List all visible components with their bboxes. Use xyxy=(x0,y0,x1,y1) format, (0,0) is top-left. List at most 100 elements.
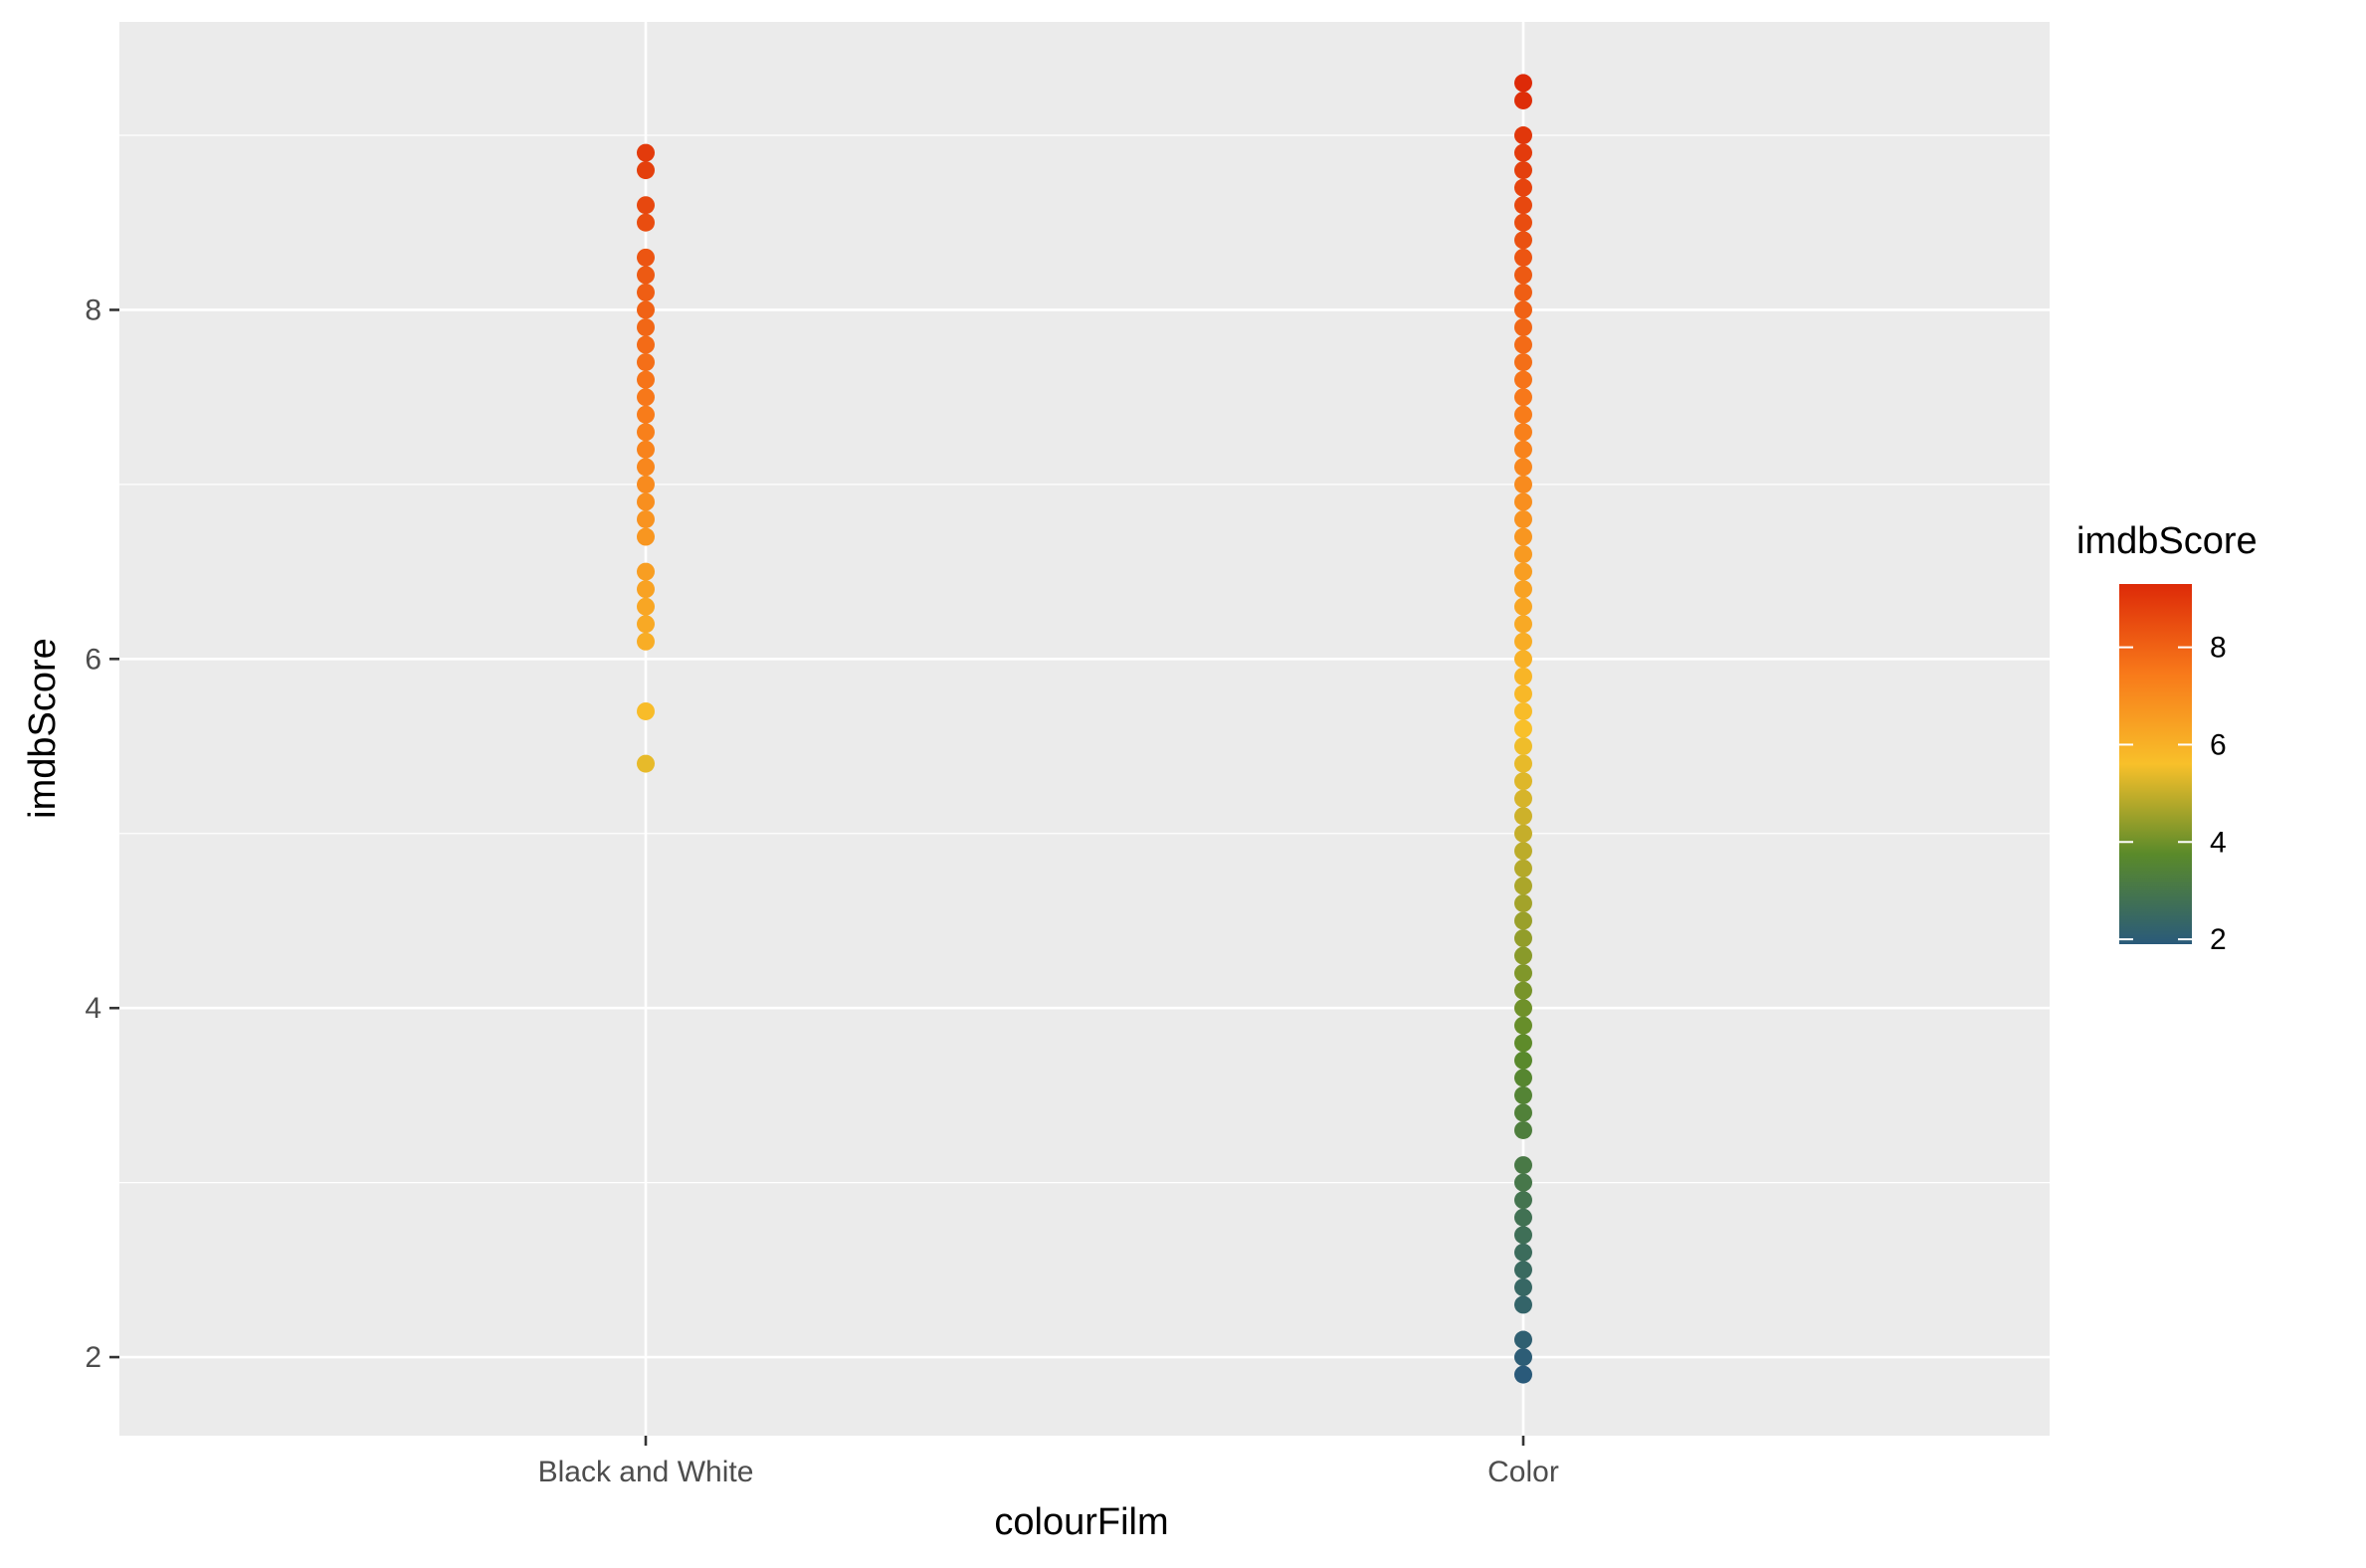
data-point xyxy=(1514,1016,1532,1035)
data-point xyxy=(1514,1103,1532,1122)
data-point xyxy=(1514,597,1532,616)
data-point xyxy=(637,370,655,389)
data-point xyxy=(1514,842,1532,861)
data-point xyxy=(637,405,655,424)
data-point xyxy=(1514,580,1532,599)
data-point xyxy=(1514,1156,1532,1175)
data-point xyxy=(637,580,655,599)
data-point xyxy=(1514,929,1532,948)
data-point xyxy=(1514,527,1532,546)
data-point xyxy=(1514,231,1532,250)
data-point xyxy=(637,492,655,511)
data-point xyxy=(637,335,655,354)
data-point xyxy=(1514,650,1532,669)
y-tick-label: 6 xyxy=(85,643,101,676)
data-point xyxy=(1514,423,1532,442)
data-point xyxy=(637,196,655,215)
data-point xyxy=(637,161,655,180)
data-point xyxy=(1514,353,1532,372)
plot-panel xyxy=(119,22,2050,1436)
data-point xyxy=(1514,1034,1532,1053)
data-point xyxy=(1514,458,1532,477)
x-tick-label: Black and White xyxy=(538,1456,754,1488)
data-point xyxy=(1514,1069,1532,1087)
data-point xyxy=(1514,1277,1532,1296)
data-point xyxy=(1514,1208,1532,1227)
data-point xyxy=(1514,1243,1532,1262)
data-point xyxy=(1514,388,1532,407)
data-point xyxy=(1514,196,1532,215)
data-point xyxy=(1514,405,1532,424)
data-point xyxy=(1514,772,1532,791)
y-tick-label: 2 xyxy=(85,1341,101,1374)
data-point xyxy=(637,509,655,528)
x-axis-title: colourFilm xyxy=(994,1501,1168,1543)
data-point xyxy=(1514,318,1532,337)
data-point xyxy=(1514,283,1532,301)
data-point xyxy=(1514,492,1532,511)
data-point xyxy=(637,458,655,477)
data-point xyxy=(637,527,655,546)
data-point xyxy=(1514,893,1532,912)
legend-tick-label: 4 xyxy=(2210,826,2227,859)
data-point xyxy=(1514,807,1532,826)
x-tick-label: Color xyxy=(1487,1456,1559,1488)
data-point xyxy=(637,562,655,581)
data-point xyxy=(1514,1330,1532,1349)
data-point xyxy=(1514,335,1532,354)
data-points xyxy=(637,74,1532,1384)
legend-tick-label: 8 xyxy=(2210,632,2227,665)
data-point xyxy=(1514,701,1532,720)
data-point xyxy=(1514,824,1532,843)
data-point xyxy=(637,632,655,651)
data-point xyxy=(1514,509,1532,528)
data-point xyxy=(1514,126,1532,145)
data-point xyxy=(1514,178,1532,197)
legend-colorbar xyxy=(2119,584,2192,944)
data-point xyxy=(637,266,655,285)
data-point xyxy=(1514,143,1532,162)
legend-title: imdbScore xyxy=(2076,520,2258,562)
data-point xyxy=(1514,1261,1532,1279)
y-axis-title: imdbScore xyxy=(22,638,64,819)
data-point xyxy=(1514,440,1532,459)
data-point xyxy=(1514,1051,1532,1070)
data-point xyxy=(1514,248,1532,267)
data-point xyxy=(1514,685,1532,703)
data-point xyxy=(1514,266,1532,285)
data-point xyxy=(637,300,655,319)
legend-tick-label: 6 xyxy=(2210,728,2227,761)
data-point xyxy=(1514,964,1532,983)
axes: 2 4 6 8 Black and White Color xyxy=(85,294,1559,1488)
data-point xyxy=(637,388,655,407)
data-point xyxy=(1514,1226,1532,1245)
data-point xyxy=(1514,754,1532,773)
data-point xyxy=(1514,981,1532,1000)
data-point xyxy=(637,318,655,337)
data-point xyxy=(1514,475,1532,493)
data-point xyxy=(1514,1085,1532,1104)
data-point xyxy=(637,283,655,301)
data-point xyxy=(1514,1191,1532,1210)
data-point xyxy=(637,423,655,442)
data-point xyxy=(1514,161,1532,180)
data-point xyxy=(1514,1348,1532,1367)
data-point xyxy=(637,248,655,267)
data-point xyxy=(1514,74,1532,93)
data-point xyxy=(1514,911,1532,930)
legend-tick-label: 2 xyxy=(2210,923,2227,956)
data-point xyxy=(1514,999,1532,1018)
y-tick-label: 8 xyxy=(85,294,101,326)
data-point xyxy=(637,143,655,162)
data-point xyxy=(1514,737,1532,756)
data-point xyxy=(1514,300,1532,319)
data-point xyxy=(1514,615,1532,634)
data-point xyxy=(1514,719,1532,738)
data-point xyxy=(1514,370,1532,389)
data-point xyxy=(1514,1120,1532,1139)
data-point xyxy=(1514,632,1532,651)
data-point xyxy=(1514,545,1532,564)
data-point xyxy=(637,213,655,232)
